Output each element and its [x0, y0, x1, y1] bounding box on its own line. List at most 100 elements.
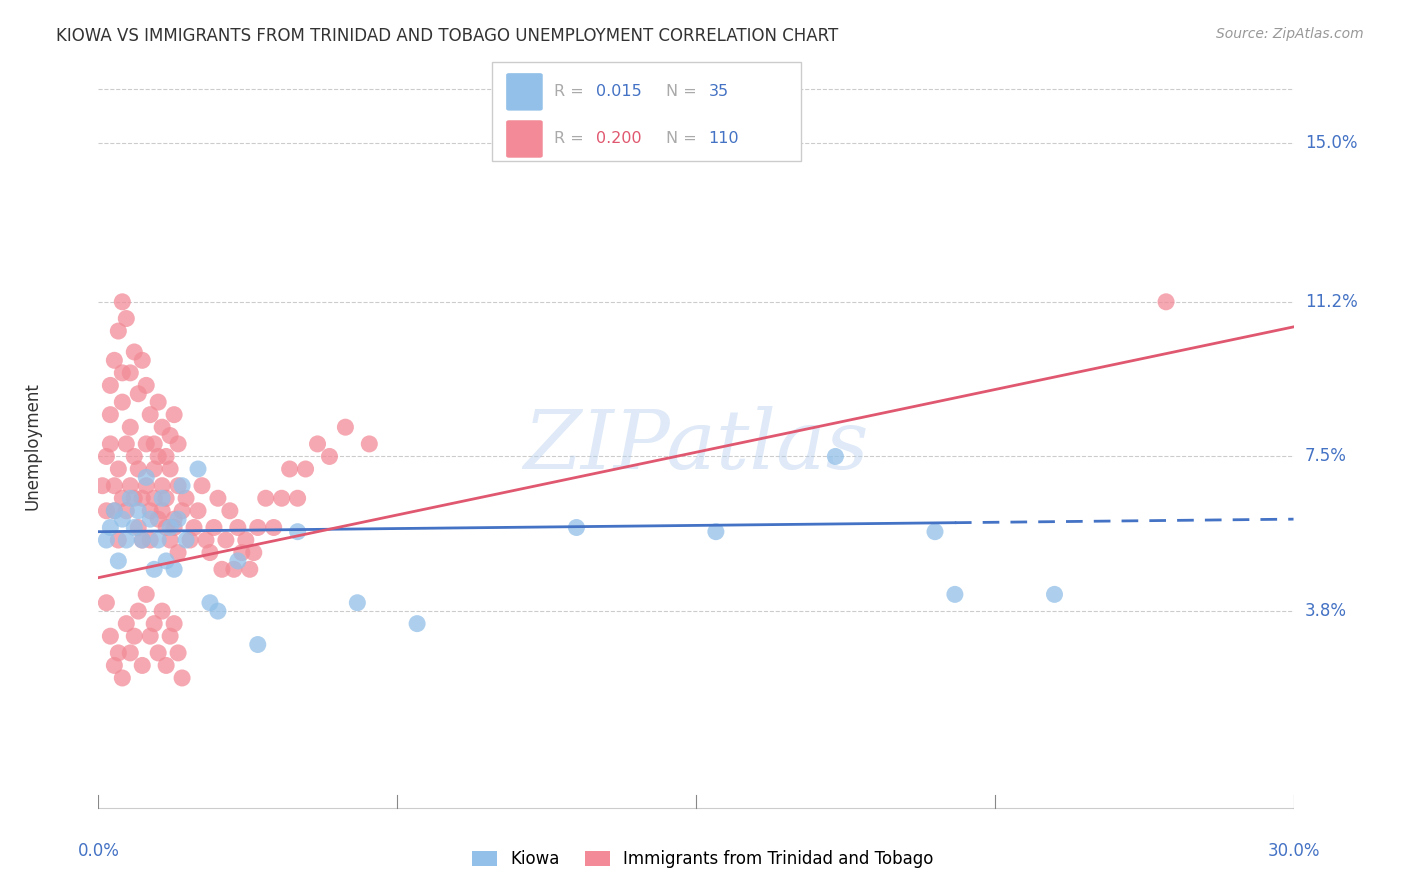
Point [124, 629, 146, 643]
Point [135, 587, 157, 601]
Point [202, 520, 225, 534]
Text: N =: N = [666, 131, 703, 146]
Point [111, 491, 134, 506]
Point [187, 462, 209, 476]
Point [139, 512, 162, 526]
Point [98, 408, 122, 422]
Point [174, 533, 197, 547]
Point [143, 437, 166, 451]
Point [172, 504, 194, 518]
Point [222, 562, 245, 576]
Point [159, 462, 181, 476]
Point [287, 491, 309, 506]
Point [96, 450, 118, 464]
Point [115, 616, 138, 631]
Point [98, 437, 122, 451]
Point [111, 512, 134, 526]
Point [127, 504, 149, 518]
Point [131, 491, 153, 506]
Point [98, 378, 122, 392]
Point [219, 504, 242, 518]
Point [135, 378, 157, 392]
Point [107, 462, 129, 476]
Point [115, 504, 138, 518]
Point [246, 520, 269, 534]
Point [226, 554, 249, 568]
Point [155, 520, 177, 534]
Point [135, 437, 157, 451]
Point [155, 491, 177, 506]
Point [943, 587, 966, 601]
Point [96, 504, 118, 518]
Point [115, 311, 138, 326]
Point [167, 512, 190, 526]
Point [148, 450, 170, 464]
Point [107, 324, 129, 338]
Point [174, 491, 197, 506]
Text: 0.200: 0.200 [596, 131, 641, 146]
Point [278, 462, 301, 476]
Point [131, 353, 153, 368]
Point [115, 533, 138, 547]
Point [96, 596, 118, 610]
Point [124, 450, 146, 464]
Point [111, 395, 134, 409]
Text: R =: R = [554, 85, 589, 99]
Point [120, 479, 142, 493]
Point [159, 533, 181, 547]
Point [120, 646, 142, 660]
Point [143, 562, 166, 576]
Point [159, 520, 181, 534]
Point [183, 520, 205, 534]
Point [704, 524, 727, 539]
Point [159, 428, 181, 442]
Text: 0.015: 0.015 [596, 85, 643, 99]
Point [263, 520, 285, 534]
Point [565, 520, 588, 534]
Point [155, 450, 177, 464]
Point [191, 479, 214, 493]
Text: Source: ZipAtlas.com: Source: ZipAtlas.com [1216, 27, 1364, 41]
Point [124, 520, 146, 534]
Point [163, 512, 186, 526]
Point [127, 520, 149, 534]
Legend: Kiowa, Immigrants from Trinidad and Tobago: Kiowa, Immigrants from Trinidad and Toba… [465, 844, 941, 875]
Point [198, 545, 221, 559]
Point [124, 345, 146, 359]
Point [294, 462, 316, 476]
Point [163, 408, 186, 422]
Point [924, 524, 946, 539]
Point [406, 616, 429, 631]
Text: Unemployment: Unemployment [24, 382, 42, 510]
Point [150, 604, 173, 618]
Point [148, 395, 170, 409]
Point [96, 533, 118, 547]
Point [239, 562, 262, 576]
Point [107, 554, 129, 568]
Point [207, 491, 229, 506]
Point [155, 554, 177, 568]
Point [254, 491, 277, 506]
Point [246, 638, 269, 652]
Point [243, 545, 266, 559]
Point [91, 479, 114, 493]
Point [103, 658, 125, 673]
Point [111, 366, 134, 380]
Point [107, 533, 129, 547]
Point [139, 533, 162, 547]
Point [148, 646, 170, 660]
Point [103, 479, 125, 493]
Point [226, 520, 249, 534]
Point [346, 596, 368, 610]
Point [143, 462, 166, 476]
Point [167, 479, 190, 493]
Point [231, 545, 253, 559]
Text: 11.2%: 11.2% [1305, 293, 1357, 310]
Point [131, 533, 153, 547]
Text: 0.0%: 0.0% [77, 842, 120, 860]
Point [148, 512, 170, 526]
Point [143, 491, 166, 506]
Point [167, 646, 190, 660]
Point [179, 533, 201, 547]
Text: KIOWA VS IMMIGRANTS FROM TRINIDAD AND TOBAGO UNEMPLOYMENT CORRELATION CHART: KIOWA VS IMMIGRANTS FROM TRINIDAD AND TO… [56, 27, 838, 45]
